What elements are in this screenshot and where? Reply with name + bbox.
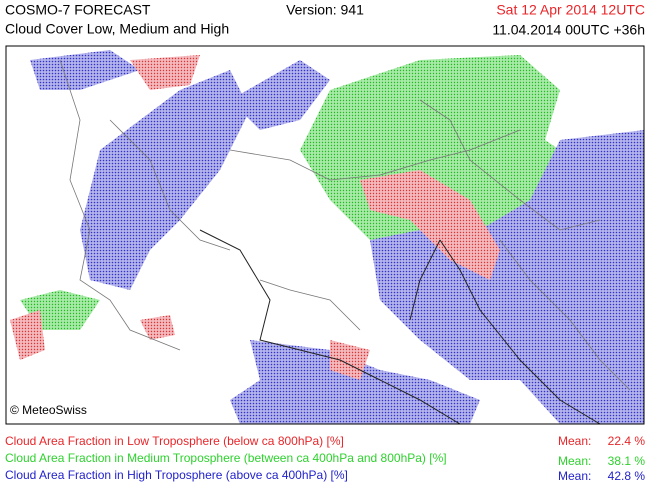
mean-label: Mean: — [558, 469, 591, 483]
valid-time: Sat 12 Apr 2014 12UTC — [496, 2, 645, 18]
legend-label: Cloud Area Fraction in Low Troposphere (… — [5, 434, 344, 448]
map — [6, 46, 644, 424]
subtitle: Cloud Cover Low, Medium and High — [5, 21, 229, 37]
legend-label: Cloud Area Fraction in High Troposphere … — [5, 468, 348, 482]
mean-label: Mean: — [558, 454, 591, 468]
mean-value: 38.1 % — [608, 454, 646, 468]
copyright: © MeteoSwiss — [10, 403, 87, 417]
version: Version: 941 — [286, 2, 364, 18]
mean-value: 22.4 % — [608, 434, 646, 448]
mean-label: Mean: — [558, 434, 591, 448]
legend: Cloud Area Fraction in Low Troposphere (… — [5, 434, 645, 483]
model-title: COSMO-7 FORECAST — [5, 2, 151, 18]
mean-value: 42.8 % — [608, 469, 646, 483]
map-frame — [5, 45, 645, 425]
run-time: 11.04.2014 00UTC +36h — [492, 22, 645, 38]
legend-label: Cloud Area Fraction in Medium Tropospher… — [5, 451, 447, 465]
